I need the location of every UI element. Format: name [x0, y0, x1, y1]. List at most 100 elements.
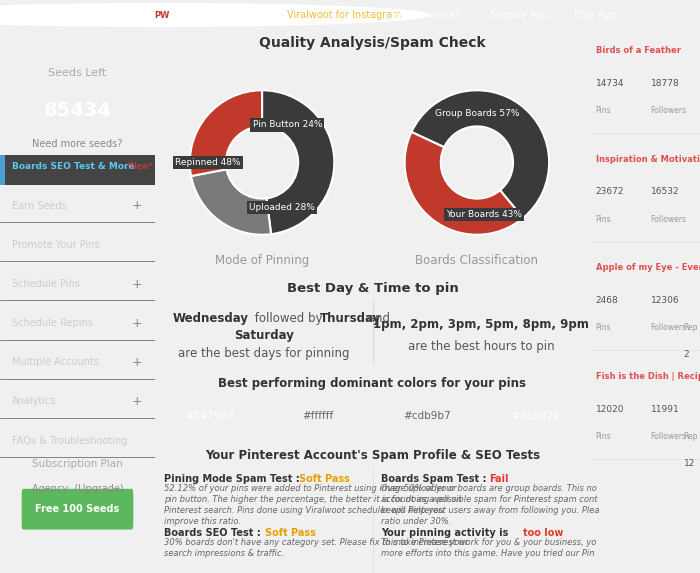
- Text: 16532: 16532: [650, 187, 679, 197]
- Text: are the best days for pinning: are the best days for pinning: [178, 347, 349, 360]
- Text: Pins: Pins: [596, 215, 611, 223]
- Text: +: +: [132, 356, 143, 369]
- Text: Agency  (Upgrade): Agency (Upgrade): [32, 484, 123, 494]
- Text: Rep: Rep: [683, 432, 698, 441]
- Text: 23672: 23672: [596, 187, 624, 197]
- Text: too low: too low: [523, 528, 563, 538]
- Text: 11991: 11991: [650, 405, 679, 414]
- Text: FAQs & Troubleshooting: FAQs & Troubleshooting: [13, 435, 128, 446]
- Text: Followers: Followers: [650, 323, 687, 332]
- Text: 30% boards don't have any category set. Please fix this to increase your: 30% boards don't have any category set. …: [164, 538, 468, 547]
- Text: Earn Seeds: Earn Seeds: [13, 201, 67, 211]
- Text: Thursday: Thursday: [321, 312, 382, 325]
- Text: Boards SEO Test & More: Boards SEO Test & More: [13, 162, 138, 171]
- Text: Your Pinterest Account's Spam Profile & SEO Tests: Your Pinterest Account's Spam Profile & …: [205, 449, 540, 462]
- Text: Schedule Pins: Schedule Pins: [13, 279, 80, 289]
- Text: Pin Button 24%: Pin Button 24%: [253, 120, 322, 129]
- Text: account as a possible spam for Pinterest spam cont: account as a possible spam for Pinterest…: [382, 494, 598, 504]
- Wedge shape: [262, 91, 335, 234]
- Text: 1pm, 2pm, 3pm, 5pm, 8pm, 9pm: 1pm, 2pm, 3pm, 5pm, 8pm, 9pm: [373, 318, 589, 331]
- FancyBboxPatch shape: [0, 155, 5, 185]
- Text: Wednesday: Wednesday: [172, 312, 248, 325]
- Text: Followers: Followers: [650, 106, 687, 115]
- Text: #cdb9b7: #cdb9b7: [403, 411, 451, 421]
- Text: 12306: 12306: [650, 296, 679, 305]
- Text: Pins: Pins: [596, 106, 611, 115]
- Text: Fail: Fail: [489, 474, 508, 484]
- Text: 2: 2: [683, 350, 689, 359]
- Text: Multiple Accounts: Multiple Accounts: [13, 358, 99, 367]
- Text: Group Boards 57%: Group Boards 57%: [435, 109, 519, 118]
- Text: #84797d: #84797d: [185, 411, 234, 421]
- Text: more efforts into this game. Have you tried our Pin: more efforts into this game. Have you tr…: [382, 549, 595, 558]
- Text: Quality Analysis/Spam Check: Quality Analysis/Spam Check: [259, 36, 486, 49]
- Text: Best Day & Time to pin: Best Day & Time to pin: [286, 282, 458, 296]
- Text: *New*: *New*: [127, 162, 154, 171]
- Text: are the best hours to pin: are the best hours to pin: [408, 340, 554, 354]
- Text: ratio under 30%.: ratio under 30%.: [382, 517, 452, 526]
- Text: 18778: 18778: [650, 79, 679, 88]
- Wedge shape: [405, 132, 523, 235]
- Text: Inspiration & Motivation: Inspiration & Motivation: [596, 155, 700, 164]
- FancyBboxPatch shape: [22, 489, 133, 529]
- Circle shape: [0, 3, 428, 26]
- Text: 14734: 14734: [596, 79, 624, 88]
- Text: Pinterest search. Pins done using Viralwoot scheduler will help you: Pinterest search. Pins done using Viralw…: [164, 506, 444, 515]
- Text: Uploaded 28%: Uploaded 28%: [249, 203, 315, 212]
- Text: +: +: [132, 199, 143, 213]
- Text: VIRALWOOT: VIRALWOOT: [14, 9, 98, 22]
- Text: keeps Pinterest users away from following you. Plea: keeps Pinterest users away from followin…: [382, 506, 600, 515]
- Text: #359d72: #359d72: [512, 411, 560, 421]
- Text: Repinned 48%: Repinned 48%: [175, 158, 241, 167]
- Text: Schedule Repins: Schedule Repins: [13, 318, 93, 328]
- FancyBboxPatch shape: [0, 155, 155, 185]
- Text: Pins: Pins: [596, 432, 611, 441]
- Text: Saturday: Saturday: [234, 329, 294, 342]
- Text: +: +: [132, 278, 143, 291]
- Text: Your Boards 43%: Your Boards 43%: [446, 210, 522, 219]
- Text: Free 100 Seeds: Free 100 Seeds: [36, 504, 120, 514]
- Text: +: +: [132, 317, 143, 329]
- Text: Shopify App: Shopify App: [490, 10, 549, 20]
- Text: Subscription Plan: Subscription Plan: [32, 460, 123, 469]
- Text: Pining Mode Spam Test :: Pining Mode Spam Test :: [164, 474, 303, 484]
- Text: Boards Spam Test :: Boards Spam Test :: [382, 474, 490, 484]
- Text: Boards Classification: Boards Classification: [415, 253, 538, 266]
- Text: To make Pinterest work for you & your business, yo: To make Pinterest work for you & your bu…: [382, 538, 596, 547]
- Text: Fish is the Dish | Recipe: Fish is the Dish | Recipe: [596, 372, 700, 381]
- Wedge shape: [190, 91, 262, 176]
- Text: Your pinning activity is: Your pinning activity is: [382, 528, 512, 538]
- Text: Pins: Pins: [596, 323, 611, 332]
- Text: Mode of Pinning: Mode of Pinning: [215, 253, 309, 266]
- Text: 52.12% of your pins were added to Pinterest using image uploader or: 52.12% of your pins were added to Pinter…: [164, 484, 456, 493]
- Text: Best performing dominant colors for your pins: Best performing dominant colors for your…: [218, 378, 526, 391]
- Text: followed by: followed by: [251, 312, 326, 325]
- Text: Viralwoot for Instagram: Viralwoot for Instagram: [287, 10, 402, 20]
- Text: How it works?: How it works?: [392, 10, 460, 20]
- Text: Analytics: Analytics: [13, 397, 57, 406]
- Text: 2468: 2468: [596, 296, 618, 305]
- Text: PW: PW: [154, 10, 169, 19]
- Text: pinwoot ▾: pinwoot ▾: [189, 10, 236, 20]
- Text: Followers: Followers: [650, 215, 687, 223]
- Wedge shape: [412, 91, 549, 218]
- Text: #ffffff: #ffffff: [302, 411, 334, 421]
- Text: Promote Your Pins: Promote Your Pins: [13, 240, 100, 250]
- Text: Seeds Left: Seeds Left: [48, 68, 106, 78]
- Text: improve this ratio.: improve this ratio.: [164, 517, 241, 526]
- Text: Over 50% of your boards are group boards. This no: Over 50% of your boards are group boards…: [382, 484, 597, 493]
- Text: pin button. The higher the percentage, the better it is for doing well on: pin button. The higher the percentage, t…: [164, 494, 461, 504]
- Text: Birds of a Feather: Birds of a Feather: [596, 46, 680, 55]
- Text: +: +: [132, 395, 143, 408]
- Text: Etsy App: Etsy App: [574, 10, 617, 20]
- Text: 85434: 85434: [43, 101, 111, 120]
- Text: Rep: Rep: [683, 323, 698, 332]
- Text: and: and: [364, 312, 390, 325]
- Text: Boards SEO Test :: Boards SEO Test :: [164, 528, 264, 538]
- Text: 12: 12: [683, 459, 695, 468]
- Text: Soft Pass: Soft Pass: [300, 474, 350, 484]
- Text: Soft Pass: Soft Pass: [265, 528, 316, 538]
- Text: Followers: Followers: [650, 432, 687, 441]
- Wedge shape: [191, 169, 271, 235]
- Text: Apple of my Eye - Everyt: Apple of my Eye - Everyt: [596, 264, 700, 273]
